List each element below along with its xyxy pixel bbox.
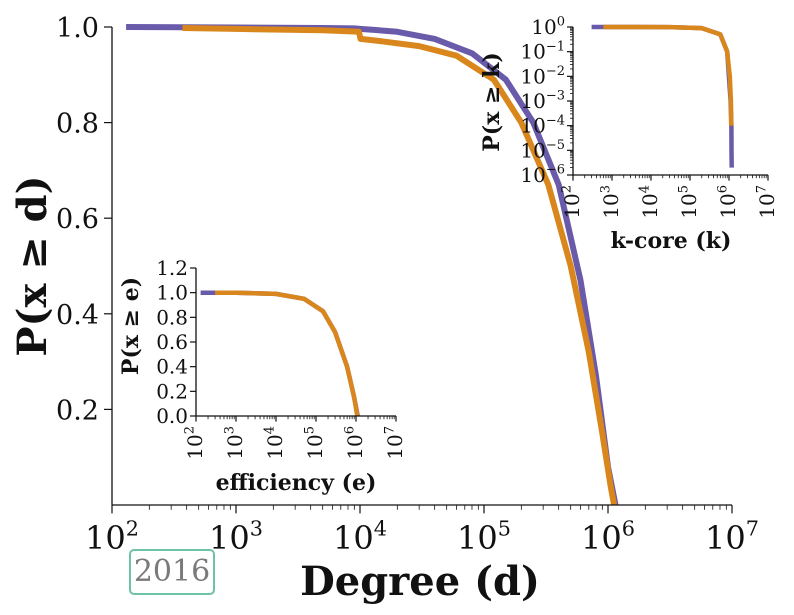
x-tick-label: 106 [343, 426, 367, 460]
y-tick-label: 0.2 [56, 395, 99, 426]
x-tick-label: 103 [209, 517, 263, 557]
y-tick-label: 0.2 [156, 379, 188, 403]
y-tick-label: 1.2 [156, 256, 188, 280]
y-axis-label: P(x ≥ k) [479, 52, 505, 151]
y-tick-label: 100 [531, 15, 565, 39]
x-tick-label: 102 [560, 185, 584, 219]
x-tick-label: 104 [263, 426, 287, 460]
y-axis-label: P(x ≥ e) [118, 277, 144, 375]
series-line-2 [215, 290, 360, 417]
x-tick-label: 106 [581, 517, 635, 557]
x-tick-label: 102 [183, 426, 207, 460]
x-tick-label: 105 [303, 426, 327, 460]
x-tick-label: 105 [677, 185, 701, 219]
x-axis-label: Degree (d) [300, 558, 540, 605]
series-line-2 [603, 24, 734, 126]
year-badge: 2016 [129, 549, 215, 595]
y-tick-label: 0.4 [156, 355, 188, 379]
y-tick-label: 10−2 [520, 64, 565, 88]
y-tick-label: 10−3 [520, 89, 565, 113]
x-axis-label: efficiency (e) [216, 470, 377, 496]
y-tick-label: 10−4 [520, 113, 565, 137]
y-tick-label: 0.8 [56, 109, 99, 140]
y-tick-label: 10−5 [520, 138, 565, 162]
x-tick-label: 106 [716, 185, 740, 219]
x-tick-label: 105 [457, 517, 511, 557]
series-line-1 [591, 24, 734, 168]
y-tick-label: 0.8 [156, 305, 188, 329]
y-tick-label: 1.0 [56, 13, 99, 44]
series-line-2 [182, 25, 618, 506]
x-tick-label: 107 [755, 185, 779, 219]
chart-inset-efficiency: 0.00.20.40.60.81.01.2 102 103 104 105 106 107e… [118, 256, 407, 496]
y-tick-label: 10−1 [520, 39, 565, 63]
y-axis-label: P(x ≥ d) [9, 175, 56, 356]
x-tick-label: 103 [223, 426, 247, 460]
y-tick-label: 0.0 [156, 404, 188, 428]
x-tick-label: 104 [333, 517, 387, 557]
x-tick-label: 103 [599, 185, 623, 219]
y-tick-label: 0.6 [56, 204, 99, 235]
x-axis-label: k-core (k) [611, 228, 732, 254]
x-tick-label: 104 [638, 185, 662, 219]
y-tick-label: 1.0 [156, 281, 188, 305]
y-tick-label: 0.6 [156, 330, 188, 354]
x-tick-label: 107 [705, 517, 759, 557]
series-line-1 [200, 290, 360, 417]
y-tick-label: 0.4 [56, 300, 99, 331]
x-tick-label: 102 [85, 517, 139, 557]
x-tick-label: 107 [383, 426, 407, 460]
y-tick-label: 10−6 [520, 163, 565, 187]
